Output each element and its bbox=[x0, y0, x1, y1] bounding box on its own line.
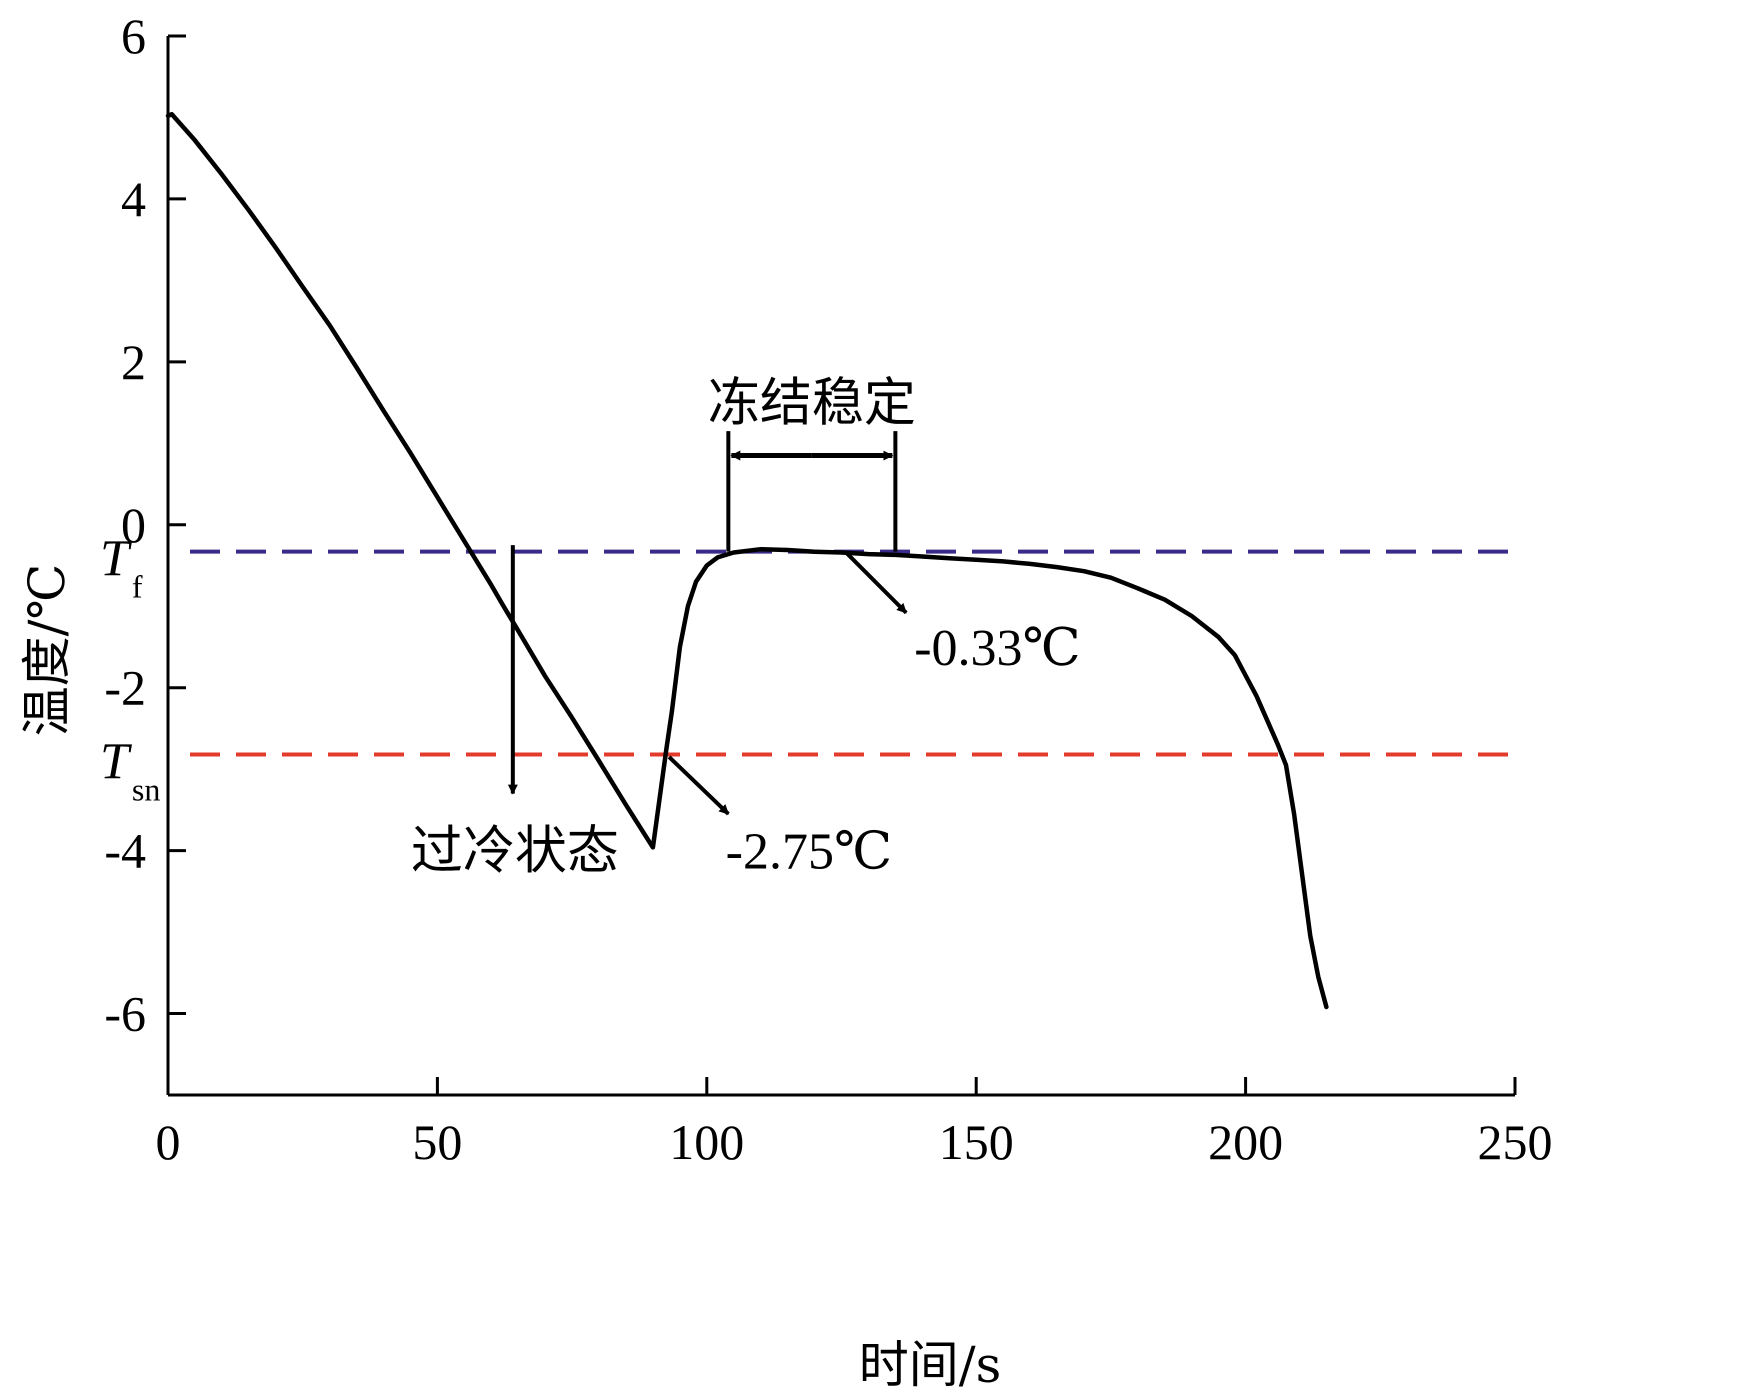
y-tick-label: -6 bbox=[104, 986, 146, 1042]
x-tick-label: 250 bbox=[1478, 1114, 1553, 1170]
x-tick-label: 0 bbox=[156, 1114, 181, 1170]
y-tick-label: 2 bbox=[121, 334, 146, 390]
tsn-value-arrow bbox=[667, 755, 730, 816]
tsn-symbol: Tsn bbox=[100, 733, 160, 807]
y-ticks: 6 4 2 0 -2 -4 -6 bbox=[104, 8, 186, 1042]
x-tick-label: 100 bbox=[669, 1114, 744, 1170]
supercool-label: 过冷状态 bbox=[411, 822, 619, 882]
x-tick-label: 200 bbox=[1208, 1114, 1283, 1170]
freeze-stable-label: 冻结稳定 bbox=[708, 374, 916, 434]
x-axis-title: 时间/s bbox=[859, 1336, 1002, 1394]
annotations: 冻结稳定 过冷状态 -0.33℃ -2.75℃ bbox=[411, 374, 1081, 882]
y-tick-label: 4 bbox=[121, 171, 146, 227]
x-ticks: 0 50 100 150 200 250 bbox=[156, 1077, 1553, 1170]
y-tick-label: -4 bbox=[104, 823, 146, 879]
y-tick-label: 0 bbox=[121, 497, 146, 553]
tsn-value-label: -2.75℃ bbox=[726, 824, 893, 881]
y-axis-title: 温度/℃ bbox=[18, 564, 76, 737]
x-tick-label: 150 bbox=[939, 1114, 1014, 1170]
x-tick-label: 50 bbox=[412, 1114, 462, 1170]
tf-value-label: -0.33℃ bbox=[914, 620, 1081, 677]
y-tick-label: -2 bbox=[104, 660, 146, 716]
tf-value-arrow bbox=[845, 551, 908, 615]
series-group bbox=[165, 111, 1329, 1010]
y-tick-label: 6 bbox=[121, 8, 146, 64]
temperature-series-line bbox=[165, 111, 1329, 1010]
